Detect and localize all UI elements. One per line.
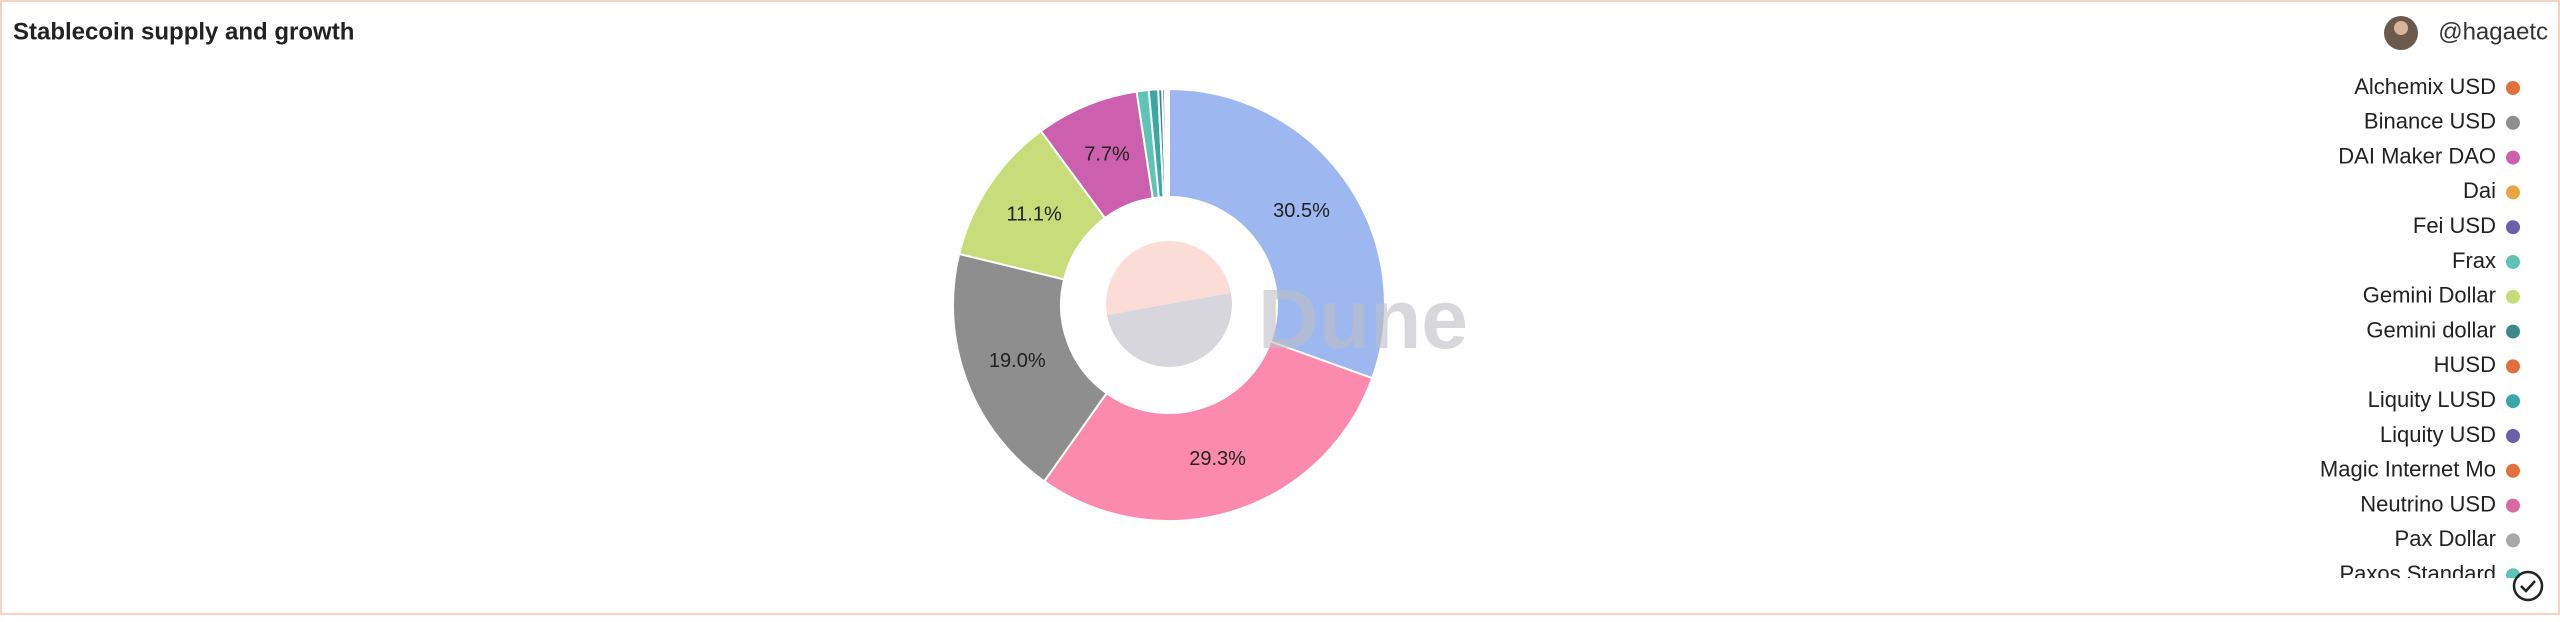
value-label: 11.1% (1007, 203, 1062, 225)
legend-swatch (2506, 185, 2520, 200)
chart-title: Stablecoin supply and growth (13, 18, 354, 45)
legend-swatch (2506, 324, 2520, 339)
legend-swatch (2506, 150, 2520, 165)
legend-label: Neutrino USD (2360, 491, 2496, 516)
legend-label: Liquity USD (2380, 422, 2496, 447)
watermark: Dune (1258, 272, 1468, 366)
check (2520, 580, 2536, 593)
legend-label: DAI Maker DAO (2338, 143, 2496, 168)
legend-swatch (2506, 115, 2520, 130)
pie: 30.5% 29.3% 19.0% 11.1% 7.7% Dune (952, 87, 1468, 523)
legend-swatch (2506, 463, 2520, 478)
value-label: 19.0% (989, 350, 1046, 372)
legend-label: Frax (2452, 248, 2496, 273)
legend-label: Gemini dollar (2366, 317, 2496, 342)
logo-bottom (1107, 293, 1232, 367)
logo-top (1106, 240, 1231, 315)
legend-label: Pax Dollar (2395, 526, 2496, 551)
legend-swatch (2506, 359, 2520, 374)
slice (952, 252, 1109, 483)
legend-swatch (2506, 81, 2520, 95)
legend-label: Paxos Standard (2339, 561, 2496, 586)
avatar-face (2394, 21, 2408, 35)
legend-label: Alchemix USD (2354, 74, 2496, 99)
legend-swatch (2506, 394, 2520, 409)
legend: Alchemix USD Binance USD DAI Maker DAO Dai F… (2320, 74, 2520, 586)
legend-label: Gemini Dollar (2363, 283, 2496, 308)
legend-swatch (2506, 498, 2520, 513)
legend-label: HUSD (2434, 352, 2496, 377)
legend-swatch (2506, 533, 2520, 548)
slice (1168, 87, 1386, 380)
legend-label: Magic Internet Mo (2320, 457, 2496, 482)
value-label: 29.3% (1189, 448, 1246, 470)
status-icon (2512, 570, 2544, 602)
legend-swatch (2506, 568, 2520, 578)
legend-label: Binance USD (2364, 109, 2496, 134)
legend-label: Dai (2463, 178, 2496, 203)
value-label: 7.7% (1084, 144, 1130, 166)
legend-swatch (2506, 255, 2520, 269)
value-label: 30.5% (1273, 200, 1330, 222)
legend-label: Fei USD (2413, 213, 2496, 238)
legend-swatch (2506, 289, 2520, 304)
legend-label: Liquity LUSD (2368, 387, 2496, 412)
slice (1042, 340, 1374, 523)
legend-swatch (2506, 429, 2520, 443)
slice (1167, 87, 1170, 199)
author[interactable]: @hagaetc (2438, 18, 2548, 45)
legend-swatch (2506, 220, 2520, 235)
